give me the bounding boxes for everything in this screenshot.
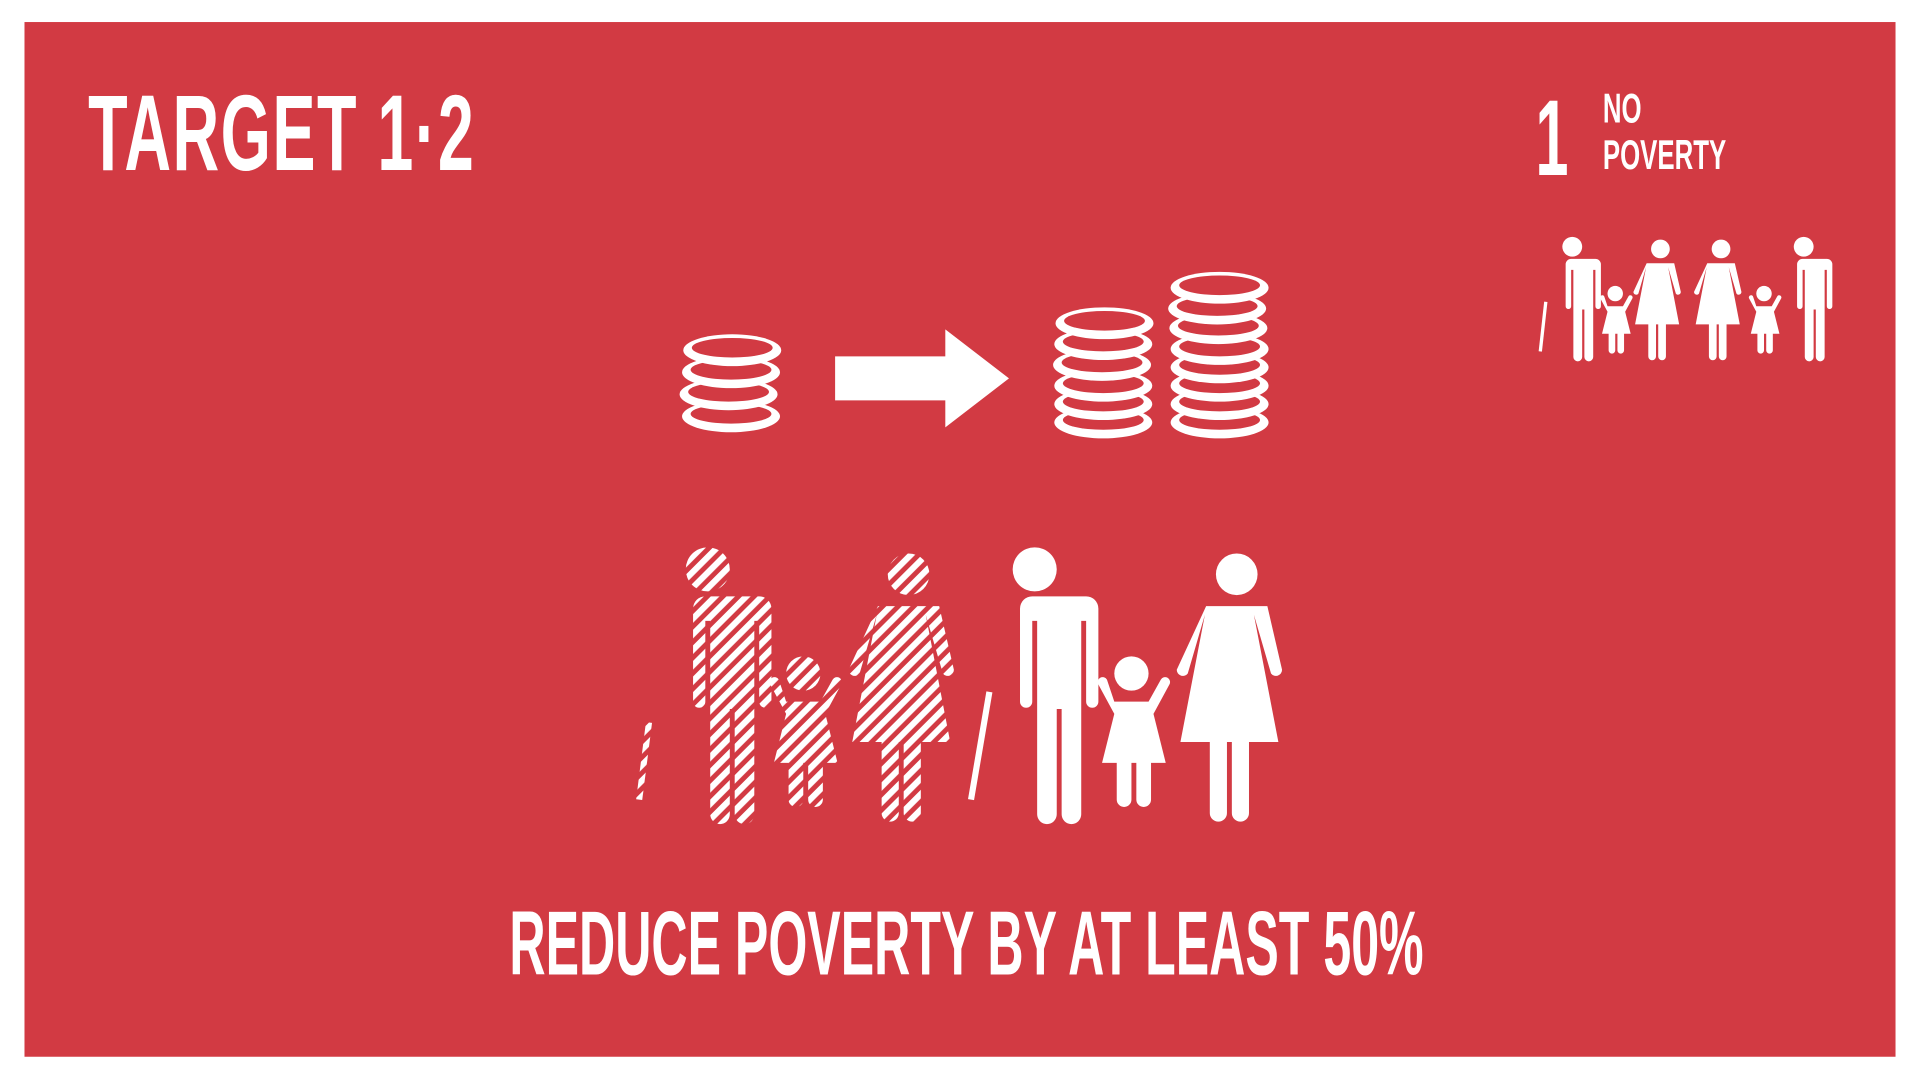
target-caption: REDUCE POVERTY BY AT LEAST 50% — [509, 892, 1424, 995]
striped-family-icon — [636, 547, 954, 825]
goal-number: 1 — [1535, 77, 1569, 199]
coin-stack-medium-icon — [1053, 307, 1154, 439]
target-title: TARGET 1·2 — [88, 72, 476, 194]
goal-name-line2: POVERTY — [1602, 132, 1727, 179]
family-icon — [968, 547, 1283, 825]
goal-name-line1: NO — [1602, 85, 1642, 133]
goal-name: NO POVERTY — [1603, 86, 1726, 179]
arrow-right-icon — [835, 329, 1009, 428]
goal-family-icon — [1538, 236, 1833, 362]
red-panel — [24, 22, 1896, 1057]
coin-stack-large-icon — [1168, 271, 1269, 439]
coin-stack-small-icon — [679, 334, 782, 433]
